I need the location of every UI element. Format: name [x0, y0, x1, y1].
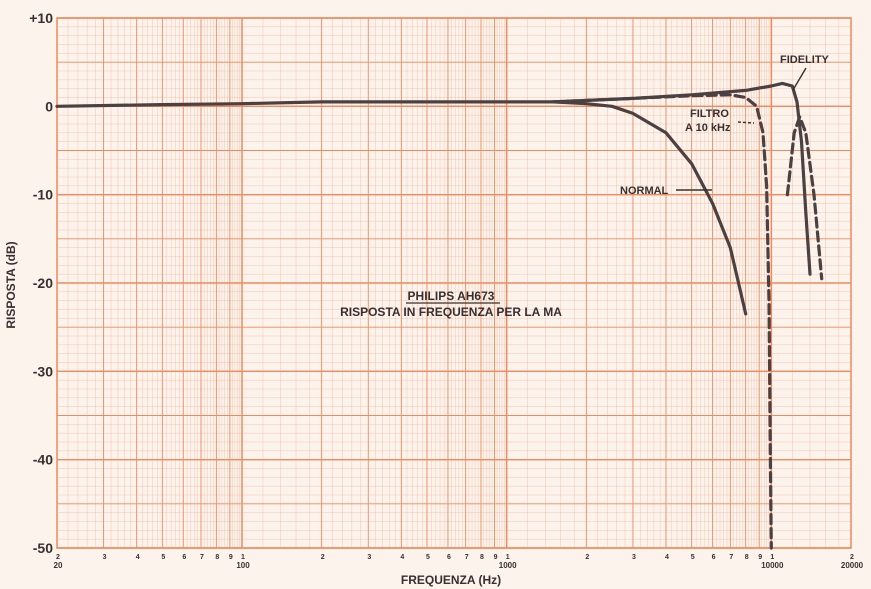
x-minor-tick-label: 8: [215, 554, 219, 561]
y-axis-title: RISPOSTA (dB): [4, 241, 18, 328]
filtro-annotation-line2: A 10 kHz: [685, 122, 731, 134]
x-minor-tick-label: 8: [745, 554, 749, 561]
y-tick-label: -50: [33, 540, 53, 556]
x-major-tick-label: 10000: [761, 561, 784, 570]
annotations: FIDELITY FILTRO A 10 kHz NORMAL: [620, 54, 830, 197]
x-minor-tick-label: 5: [426, 554, 430, 561]
x-minor-tick-label: 9: [229, 554, 233, 561]
title-block: PHILIPS AH673 RISPOSTA IN FREQUENZA PER …: [340, 289, 562, 319]
x-minor-tick-label: 3: [103, 554, 107, 561]
x-minor-tick-label: 4: [136, 554, 140, 561]
x-minor-tick-label: 1: [241, 554, 245, 561]
fidelity-annotation: FIDELITY: [780, 54, 830, 66]
x-minor-tick-label: 6: [182, 554, 186, 561]
chart-title: PHILIPS AH673: [408, 289, 495, 303]
x-minor-tick-label: 3: [367, 554, 371, 561]
x-minor-tick-label: 2: [850, 554, 854, 561]
x-minor-tick-label: 7: [729, 554, 733, 561]
x-minor-tick-label: 7: [200, 554, 204, 561]
y-tick-label: 0: [45, 98, 53, 114]
x-minor-tick-label: 1: [770, 554, 774, 561]
x-major-tick-label: 20000: [841, 561, 864, 570]
filtro-arrow: [737, 121, 755, 124]
y-tick-label: -30: [33, 363, 53, 379]
grid: [56, 17, 852, 549]
x-minor-tick-label: 2: [56, 554, 60, 561]
x-minor-tick-label: 7: [465, 554, 469, 561]
chart-subtitle: RISPOSTA IN FREQUENZA PER LA MA: [340, 305, 562, 319]
x-minor-tick-label: 2: [585, 554, 589, 561]
x-minor-tick-label: 6: [447, 554, 451, 561]
x-minor-tick-label: 9: [494, 554, 498, 561]
x-minor-tick-label: 3: [632, 554, 636, 561]
y-tick-label: -10: [33, 187, 53, 203]
x-minor-tick-label: 4: [400, 554, 404, 561]
x-minor-tick-label: 2: [321, 554, 325, 561]
x-major-tick-label: 20: [54, 561, 63, 570]
fidelity-arrow: [792, 67, 807, 91]
normal-annotation: NORMAL: [620, 185, 669, 197]
filtro-annotation-line1: FILTRO: [690, 108, 729, 120]
series-line-filtro-a-10-khz: [551, 93, 773, 550]
x-axis-title: FREQUENZA (Hz): [401, 573, 501, 587]
y-tick-label: -20: [33, 275, 53, 291]
x-major-tick-label: 1000: [499, 561, 517, 570]
x-minor-tick-label: 1: [506, 554, 510, 561]
x-minor-tick-label: 8: [480, 554, 484, 561]
x-minor-tick-label: 4: [665, 554, 669, 561]
x-minor-tick-label: 5: [691, 554, 695, 561]
x-minor-tick-label: 5: [161, 554, 165, 561]
series-line-filtro-a-10-khz: [785, 115, 824, 281]
x-major-tick-label: 100: [236, 561, 250, 570]
plot-frame: [56, 17, 852, 549]
y-tick-label: +10: [29, 10, 53, 26]
tick-labels: +100-10-20-30-40-502 3 4 5 6 7 8 9 1 2 3 4 5 6 7 8 9 1 2 3 4…: [29, 10, 863, 570]
x-minor-tick-label: 6: [712, 554, 716, 561]
y-tick-label: -40: [33, 452, 53, 468]
x-minor-tick-label: 9: [758, 554, 762, 561]
